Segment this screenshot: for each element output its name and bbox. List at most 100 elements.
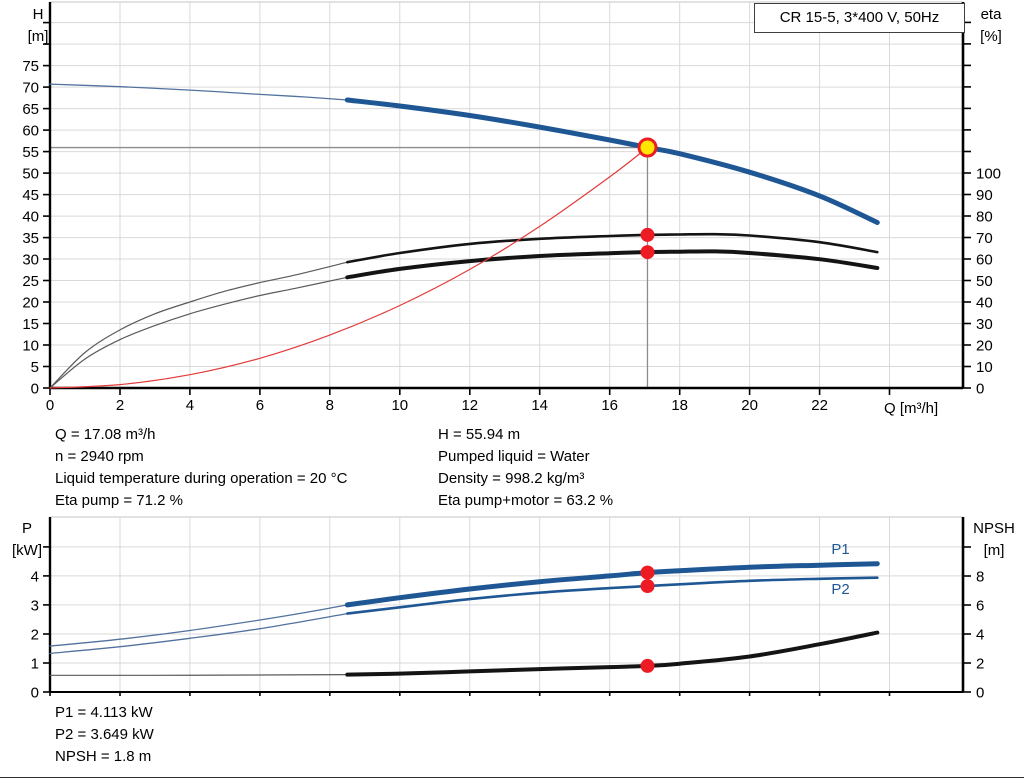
right-tick-label: 30 — [976, 316, 993, 333]
right-tick-label: 2 — [976, 656, 984, 673]
left-tick-label: 60 — [22, 123, 39, 140]
result-line: Eta pump = 71.2 % — [55, 492, 183, 509]
result-line: n = 2940 rpm — [55, 448, 144, 465]
x-tick-label: 22 — [811, 397, 828, 414]
npsh-curve — [345, 630, 880, 677]
left-tick-label: 0 — [31, 685, 39, 702]
h-axis-title-symbol: H — [32, 6, 44, 23]
result-line: NPSH = 1.8 m — [55, 748, 152, 765]
left-tick-label: 75 — [22, 58, 39, 75]
p1-curve-prerange — [49, 604, 348, 647]
duty-results-column-2: H = 55.94 m Pumped liquid = Water Density … — [438, 424, 613, 512]
eta-pump-prerange — [49, 261, 348, 389]
duty-marker-dot — [640, 565, 655, 580]
left-tick-label: 45 — [22, 187, 39, 204]
p-axis-title-symbol: P — [21, 520, 32, 537]
eta-axis-title-symbol: eta — [980, 6, 1002, 23]
right-tick-label: 40 — [976, 295, 993, 312]
right-tick-label: 90 — [976, 187, 993, 204]
duty-marker-dot — [640, 227, 655, 242]
x-tick-label: 4 — [186, 397, 194, 414]
left-tick-label: 15 — [22, 316, 39, 333]
npsh-axis-title-unit: [m] — [983, 542, 1005, 559]
left-tick-label: 4 — [31, 568, 39, 585]
right-tick-label: 80 — [976, 209, 993, 226]
chart-title-box: CR 15-5, 3*400 V, 50Hz — [754, 3, 965, 33]
left-tick-label: 25 — [22, 273, 39, 290]
result-line: Eta pump+motor = 63.2 % — [438, 492, 614, 509]
head-curve-prerange — [49, 83, 348, 101]
left-tick-label: 2 — [31, 627, 39, 644]
p2-curve — [346, 576, 879, 615]
pump-model-title: CR 15-5, 3*400 V, 50Hz — [779, 9, 940, 26]
eta-axis-title: eta [%] — [970, 4, 1012, 48]
power-results-block: P1 = 4.113 kW P2 = 3.649 kW NPSH = 1.8 m — [55, 702, 154, 768]
head-curve — [344, 97, 880, 225]
result-line: H = 55.94 m — [438, 426, 521, 443]
p-axis-title-unit: [kW] — [12, 542, 42, 559]
p1-curve — [344, 561, 880, 608]
left-tick-label: 65 — [22, 101, 39, 118]
right-tick-label: 6 — [976, 598, 984, 615]
right-tick-label: 0 — [976, 685, 984, 702]
npsh-axis-title: NPSH [m] — [964, 518, 1024, 562]
npsh-curve-prerange — [49, 674, 348, 676]
left-tick-label: 40 — [22, 209, 39, 226]
left-tick-label: 0 — [31, 381, 39, 398]
p2-curve-prerange — [49, 612, 348, 655]
right-tick-label: 4 — [976, 627, 984, 644]
bottom-divider — [0, 777, 1024, 778]
left-tick-label: 55 — [22, 144, 39, 161]
duty-results-column-1: Q = 17.08 m³/h n = 2940 rpm Liquid tempera… — [55, 424, 347, 512]
result-line: Q = 17.08 m³/h — [55, 426, 156, 443]
right-tick-label: 8 — [976, 569, 984, 586]
p-axis-title: P [kW] — [5, 518, 49, 562]
curve-label-p1: P1 — [831, 541, 849, 558]
left-tick-label: 35 — [22, 230, 39, 247]
h-axis-title-unit: [m] — [27, 28, 49, 45]
left-tick-label: 1 — [31, 656, 39, 673]
x-tick-label: 8 — [326, 397, 334, 414]
power-npsh-chart: 0 1 2 3 4 0 2 4 6 8 P1 P2 — [31, 516, 984, 702]
eta-pump-motor-curve — [345, 249, 880, 280]
duty-marker-dot — [640, 579, 655, 594]
x-tick-label: 0 — [46, 397, 54, 414]
result-line: Pumped liquid = Water — [438, 448, 590, 465]
left-tick-label: 3 — [31, 597, 39, 614]
left-tick-label: 20 — [22, 295, 39, 312]
left-tick-label: 70 — [22, 80, 39, 97]
right-tick-label: 50 — [976, 273, 993, 290]
right-tick-label: 70 — [976, 230, 993, 247]
curve-label-p2: P2 — [831, 581, 849, 598]
right-tick-label: 100 — [976, 166, 1001, 183]
left-tick-label: 10 — [22, 338, 39, 355]
x-tick-label: 16 — [601, 397, 618, 414]
right-tick-label: 20 — [976, 338, 993, 355]
right-tick-label: 60 — [976, 252, 993, 269]
system-curve — [49, 146, 649, 389]
right-tick-label: 0 — [976, 381, 984, 398]
result-line: P2 = 3.649 kW — [55, 726, 154, 743]
x-tick-label: 18 — [671, 397, 688, 414]
x-tick-label: 20 — [741, 397, 758, 414]
x-tick-label: 12 — [461, 397, 478, 414]
result-line: Density = 998.2 kg/m³ — [438, 470, 585, 487]
right-tick-label: 10 — [976, 359, 993, 376]
left-tick-label: 5 — [31, 359, 39, 376]
q-axis-title: Q [m³/h] — [884, 400, 939, 417]
left-tick-label: 30 — [22, 252, 39, 269]
result-line: P1 = 4.113 kW — [55, 704, 153, 721]
left-tick-label: 50 — [22, 166, 39, 183]
duty-marker-dot — [640, 658, 655, 673]
qh-eta-chart: 0 2 4 6 8 10 12 14 16 18 20 22 0 5 10 15 20 25 30 35 40 45 50 5… — [22, 1, 1001, 414]
result-line: Liquid temperature during operation = 20… — [55, 470, 348, 487]
operating-point-marker[interactable] — [637, 137, 658, 158]
eta-axis-title-unit: [%] — [980, 28, 1002, 45]
x-tick-label: 10 — [391, 397, 408, 414]
x-tick-label: 2 — [116, 397, 124, 414]
x-tick-label: 6 — [256, 397, 264, 414]
h-axis-title: H [m] — [18, 4, 58, 48]
npsh-axis-title-symbol: NPSH — [973, 520, 1015, 537]
